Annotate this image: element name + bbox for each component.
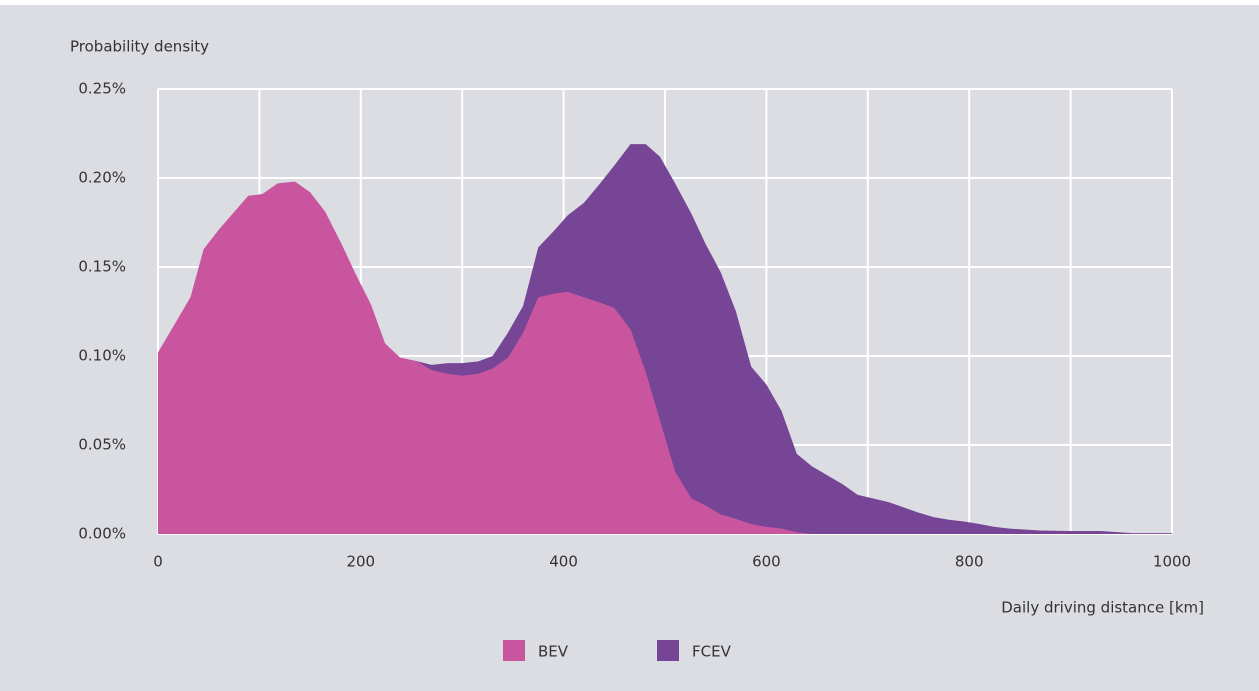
x-tick-label: 400 — [549, 553, 578, 571]
legend-label: FCEV — [692, 643, 732, 661]
legend-label: BEV — [538, 643, 569, 661]
x-tick-label: 800 — [955, 553, 984, 571]
y-tick-label: 0.00% — [78, 525, 126, 543]
area — [158, 181, 813, 534]
top-strip — [0, 0, 1259, 5]
y-tick-label: 0.20% — [78, 169, 126, 187]
y-tick-label: 0.15% — [78, 258, 126, 276]
labels: Probability density Daily driving distan… — [70, 38, 1204, 661]
y-axis-label: Probability density — [70, 38, 209, 56]
x-axis-label: Daily driving distance [km] — [1001, 599, 1204, 617]
y-tick-label: 0.25% — [78, 80, 126, 98]
legend-swatch — [503, 640, 525, 661]
x-tick-label: 600 — [752, 553, 781, 571]
x-tick-label: 1000 — [1153, 553, 1191, 571]
y-tick-label: 0.05% — [78, 436, 126, 454]
y-tick-label: 0.10% — [78, 347, 126, 365]
x-tick-label: 0 — [153, 553, 163, 571]
areas — [158, 144, 1172, 534]
legend-swatch — [657, 640, 679, 661]
x-tick-label: 200 — [346, 553, 375, 571]
